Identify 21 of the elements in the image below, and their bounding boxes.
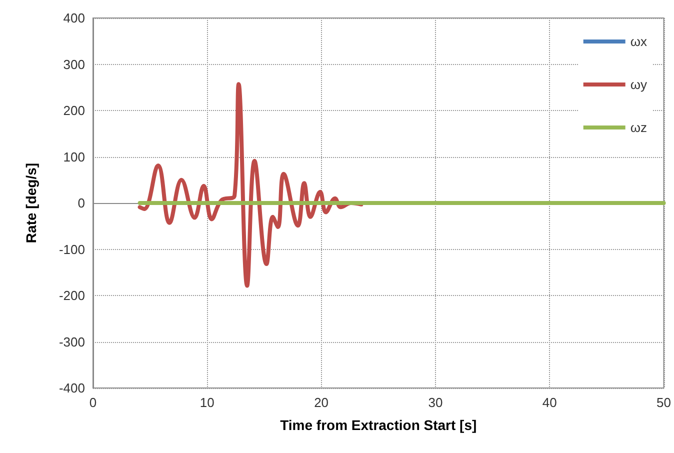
x-tick-label: 40 <box>542 395 557 410</box>
x-tick-label: 30 <box>428 395 443 410</box>
x-tick-label: 10 <box>200 395 214 410</box>
y-tick-label: -400 <box>58 380 85 396</box>
y-tick-label: 200 <box>63 103 85 118</box>
legend-label: ωx <box>630 34 648 49</box>
y-tick-label: 100 <box>63 149 85 164</box>
y-tick-label: -200 <box>58 288 85 303</box>
y-axis-title: Rate [deg/s] <box>23 162 39 244</box>
x-tick-label: 0 <box>89 395 97 410</box>
y-tick-label: -300 <box>58 334 85 350</box>
y-tick-label: 400 <box>63 10 85 26</box>
x-axis-title: Time from Extraction Start [s] <box>280 417 477 433</box>
x-tick-label: 50 <box>656 395 672 410</box>
y-tick-label: 0 <box>78 196 85 210</box>
legend-label: ωz <box>630 120 648 135</box>
y-tick-label: -100 <box>58 242 85 257</box>
line-series <box>138 82 364 288</box>
y-tick-label: 300 <box>63 56 85 72</box>
legend-label: ωy <box>630 77 648 92</box>
x-tick-label: 20 <box>314 395 329 410</box>
